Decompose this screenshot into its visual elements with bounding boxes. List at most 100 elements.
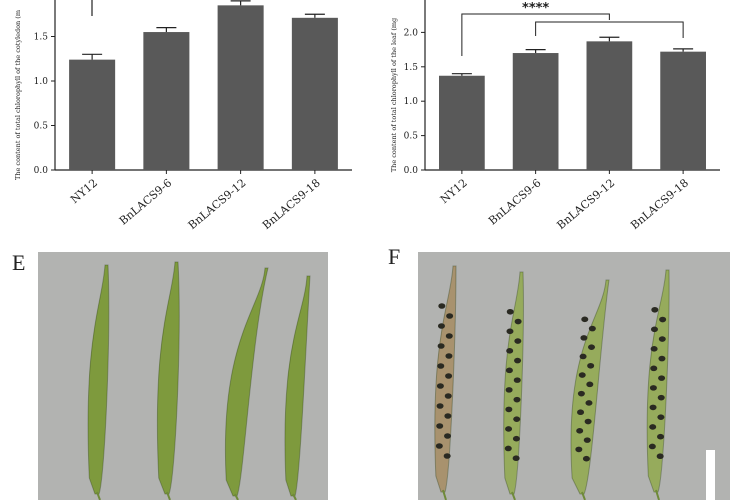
seed xyxy=(514,318,522,325)
category-label: BnLACS9-18 xyxy=(260,176,323,232)
seed xyxy=(512,435,520,442)
scale-bar xyxy=(706,450,715,500)
category-label: BnLACS9-6 xyxy=(486,176,543,227)
category-label: BnLACS9-6 xyxy=(117,176,174,227)
bar-bnlacs9-18 xyxy=(660,51,706,170)
seed xyxy=(648,443,656,450)
seed xyxy=(586,381,594,388)
pod-stem xyxy=(581,491,586,500)
seed xyxy=(445,333,453,339)
significance-bracket xyxy=(461,13,610,56)
seed xyxy=(659,316,667,323)
y-tick-label: 0.0 xyxy=(34,166,49,176)
seed xyxy=(445,373,453,379)
seed xyxy=(658,355,666,362)
bar-ny12 xyxy=(69,59,116,170)
silique-4 xyxy=(284,275,311,500)
seed xyxy=(514,338,522,344)
seed xyxy=(513,416,521,422)
y-axis-label: The content of total chlorophyll of the … xyxy=(390,18,398,172)
bar-bnlacs9-6 xyxy=(143,32,190,170)
seed xyxy=(578,372,586,378)
seed xyxy=(587,362,595,369)
seed xyxy=(513,396,521,403)
seed xyxy=(649,404,657,411)
seed xyxy=(506,308,514,315)
y-axis-label: The content of total chlorophyll of the … xyxy=(14,10,22,180)
silique-photo-e xyxy=(38,252,328,500)
seed xyxy=(658,375,666,381)
seed xyxy=(579,353,587,360)
category-label: BnLACS9-18 xyxy=(628,176,691,232)
seed xyxy=(585,400,593,406)
y-tick-label: 0.0 xyxy=(404,166,419,176)
opened-silique-2 xyxy=(503,271,524,500)
pod-stem xyxy=(96,491,101,500)
seed xyxy=(583,437,591,443)
pod-stem xyxy=(166,491,171,500)
seed xyxy=(444,413,452,419)
seed xyxy=(588,344,596,350)
seed xyxy=(657,394,665,401)
pod-stem xyxy=(234,493,239,500)
seed xyxy=(512,455,520,462)
bar-bnlacs9-18 xyxy=(291,17,338,171)
category-label: BnLACS9-12 xyxy=(186,176,249,232)
seed xyxy=(649,385,657,391)
seed xyxy=(580,335,588,341)
seed xyxy=(506,328,514,335)
seed xyxy=(504,445,512,452)
silique-2 xyxy=(156,261,180,500)
category-label: NY12 xyxy=(68,176,100,206)
seed xyxy=(505,367,513,374)
seed xyxy=(514,357,522,364)
panel-label-e: E xyxy=(12,250,25,275)
seed xyxy=(577,409,585,416)
seed xyxy=(505,426,513,432)
y-tick-label: 1.5 xyxy=(404,63,419,73)
seed xyxy=(577,390,585,397)
seed xyxy=(575,446,583,453)
y-tick-label: 0.5 xyxy=(404,132,419,142)
seed xyxy=(437,323,445,329)
category-label: BnLACS9-12 xyxy=(554,176,617,232)
seed xyxy=(443,453,451,459)
bar-bnlacs9-12 xyxy=(217,5,264,170)
seed xyxy=(657,414,665,420)
bar-ny12 xyxy=(439,75,485,170)
opened-silique-photo-f xyxy=(418,252,730,500)
seed xyxy=(505,406,513,413)
y-tick-label: 1.0 xyxy=(34,77,49,87)
leaf-chlorophyll-chart: 0.0 0.5 1.0 1.5 2.0 The content of total chlo… xyxy=(390,0,720,232)
pod-stem xyxy=(655,489,660,500)
seed xyxy=(444,433,452,439)
silique-3 xyxy=(224,267,269,500)
silique-1 xyxy=(87,264,110,500)
seed xyxy=(437,363,445,369)
seed xyxy=(435,443,443,449)
cotyledon-chlorophyll-chart: 0.0 0.5 1.0 1.5 The content of total chlorop… xyxy=(14,0,352,232)
seed xyxy=(656,453,664,460)
seed xyxy=(576,428,584,434)
y-tick-label: 1.5 xyxy=(34,33,49,43)
bar-bnlacs9-12 xyxy=(586,41,633,171)
seed xyxy=(658,336,666,342)
seed xyxy=(438,303,446,309)
y-tick-label: 2.0 xyxy=(404,28,419,38)
panel-label-f: F xyxy=(388,244,400,269)
category-label: NY12 xyxy=(438,176,470,206)
seed xyxy=(650,326,658,333)
seed xyxy=(445,353,453,359)
seed xyxy=(505,387,513,393)
seed xyxy=(588,325,596,332)
seed xyxy=(584,418,592,425)
pod-stem xyxy=(511,491,516,500)
seed xyxy=(650,346,658,352)
seed xyxy=(444,393,452,399)
opened-silique-3 xyxy=(570,279,610,500)
y-tick-label: 0.5 xyxy=(34,122,49,132)
seed xyxy=(651,306,659,313)
significance-bracket xyxy=(535,21,684,38)
seed xyxy=(581,316,589,323)
seed xyxy=(446,313,454,319)
